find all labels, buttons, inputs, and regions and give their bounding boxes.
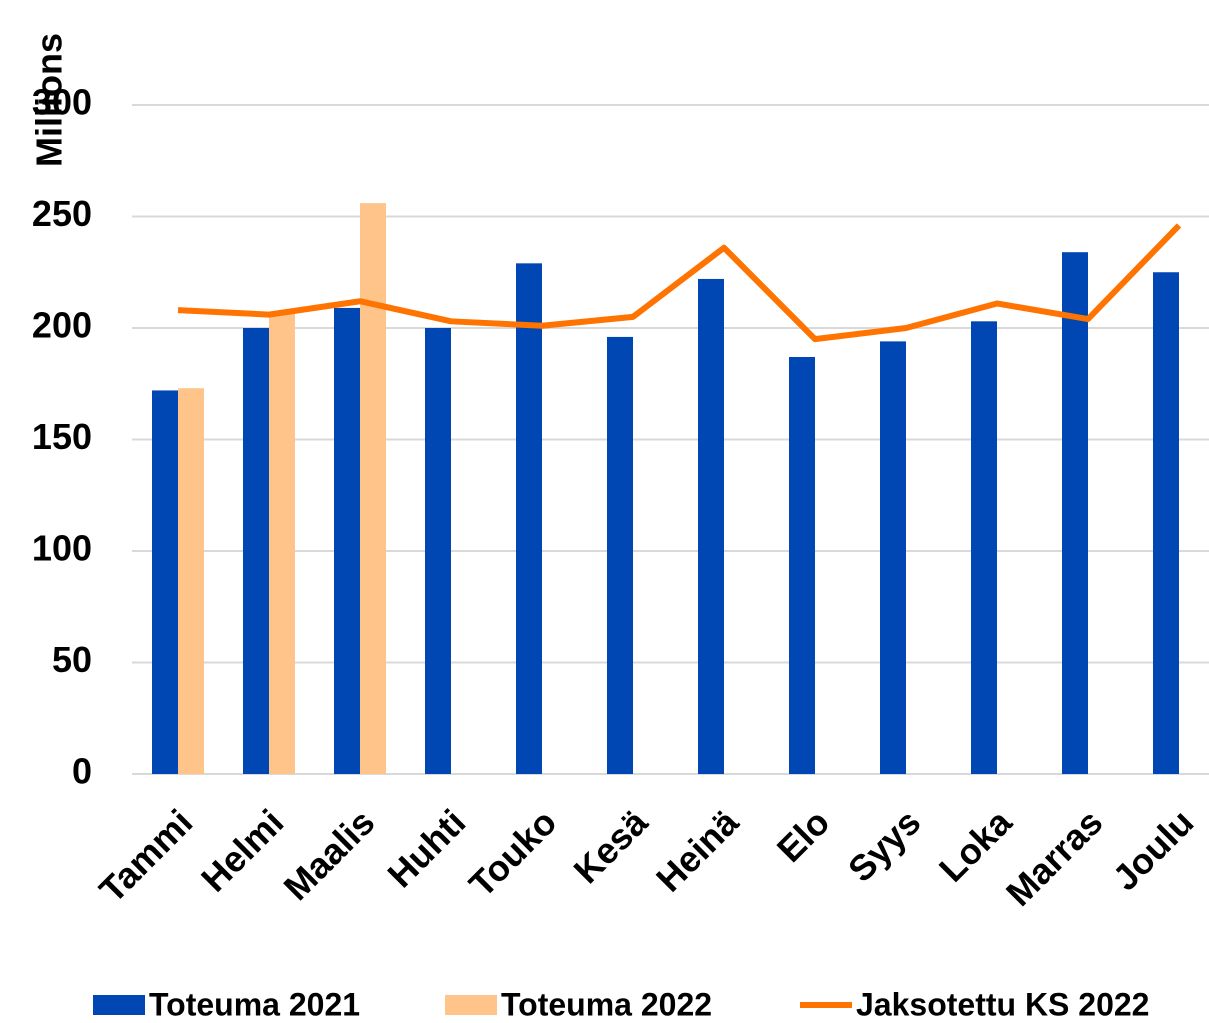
bar <box>360 203 386 774</box>
bar <box>269 312 295 774</box>
bar <box>880 341 906 774</box>
x-tick-label: Kesä <box>566 801 657 892</box>
x-tick-label: Heinä <box>648 801 747 900</box>
line <box>177 223 1182 343</box>
y-tick-label: 300 <box>32 82 92 123</box>
y-tick-label: 50 <box>52 639 92 680</box>
y-tick-label: 200 <box>32 305 92 346</box>
y-tick-label: 150 <box>32 416 92 457</box>
x-tick-label: Joulu <box>1105 801 1202 898</box>
bar <box>334 307 360 774</box>
x-tick-label: Elo <box>769 801 838 870</box>
legend-label: Toteuma 2022 <box>501 986 712 1022</box>
y-tick-label: 100 <box>32 528 92 569</box>
y-tick-label: 250 <box>32 193 92 234</box>
legend-swatch <box>445 995 497 1015</box>
y-tick-label: 0 <box>72 751 92 792</box>
legend-label: Jaksotettu KS 2022 <box>856 986 1149 1022</box>
x-tick-label: Helmi <box>193 801 291 899</box>
x-tick-label: Maalis <box>276 801 383 908</box>
legend-label: Toteuma 2021 <box>149 986 360 1022</box>
bar <box>698 278 724 774</box>
x-tick-label: Tammi <box>91 801 200 910</box>
bar <box>243 328 269 774</box>
x-tick-label: Touko <box>461 801 564 904</box>
bar <box>178 388 204 774</box>
bar <box>516 263 542 774</box>
x-tick-label: Huhti <box>379 801 473 895</box>
bar <box>1153 272 1179 774</box>
bar <box>425 328 451 774</box>
x-tick-label: Marras <box>998 801 1110 913</box>
legend-swatch <box>93 995 145 1015</box>
bar <box>607 336 633 774</box>
bar <box>152 390 178 774</box>
x-tick-label: Syys <box>840 801 928 889</box>
bar <box>789 356 815 774</box>
bar <box>1062 252 1088 774</box>
y-axis-label: Millions <box>29 33 70 167</box>
bar <box>971 321 997 774</box>
